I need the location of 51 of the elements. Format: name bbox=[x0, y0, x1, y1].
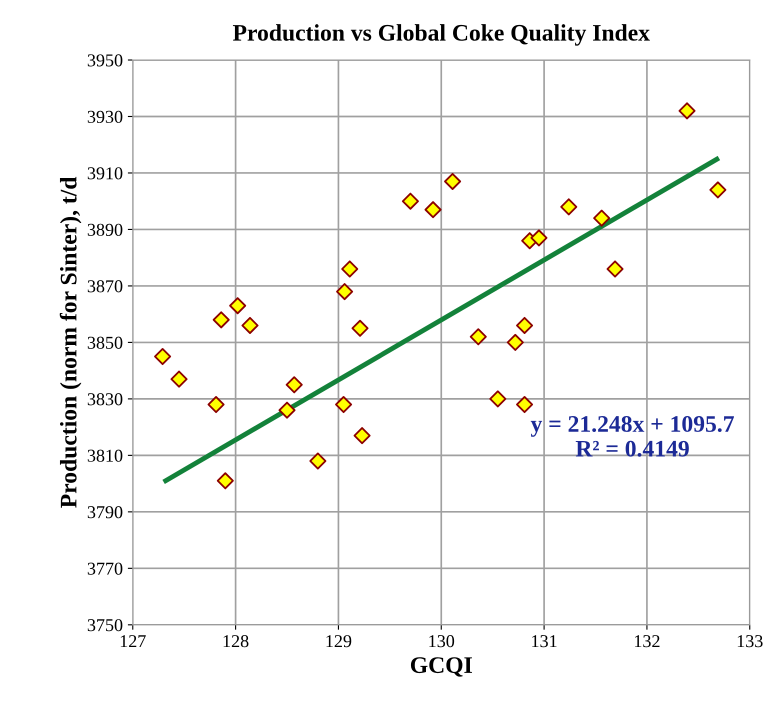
y-tick-label: 3930 bbox=[88, 110, 122, 123]
point bbox=[593, 210, 610, 227]
annotation: y = 21.248x + 1095.7 R² = 0.4149 bbox=[530, 416, 734, 457]
point bbox=[489, 390, 506, 408]
y-tick-label: 3910 bbox=[88, 167, 122, 180]
point bbox=[444, 172, 462, 190]
point bbox=[335, 396, 352, 414]
point bbox=[606, 260, 624, 278]
point bbox=[309, 452, 326, 470]
point bbox=[208, 396, 225, 414]
point bbox=[354, 427, 371, 444]
y-tick-label: 3890 bbox=[88, 224, 122, 236]
y-axis-title: Production (norm for Sinter), t/d bbox=[60, 176, 82, 508]
point bbox=[229, 297, 246, 314]
point bbox=[286, 376, 303, 394]
y-tick-label: 3790 bbox=[88, 506, 122, 518]
y-tick-label: 3810 bbox=[88, 450, 122, 462]
x-tick-label: 131 bbox=[532, 635, 557, 648]
y-tick-label: 3830 bbox=[88, 393, 122, 406]
chart-title: Production vs Global Coke Quality Index bbox=[232, 24, 650, 46]
y-tick-label: 3870 bbox=[88, 280, 122, 292]
x-tick-label: 130 bbox=[429, 635, 454, 648]
point bbox=[216, 472, 234, 490]
x-tick-label: 129 bbox=[326, 635, 352, 648]
point bbox=[170, 370, 188, 388]
point bbox=[470, 328, 487, 346]
point bbox=[352, 320, 369, 337]
y-tick-label: 3950 bbox=[88, 54, 122, 66]
point bbox=[278, 402, 296, 419]
y-tick-label: 3850 bbox=[88, 336, 122, 349]
point bbox=[424, 201, 442, 218]
point bbox=[560, 198, 578, 216]
point bbox=[506, 334, 524, 351]
point bbox=[212, 311, 230, 328]
point bbox=[241, 316, 259, 334]
point bbox=[516, 396, 534, 414]
point bbox=[402, 192, 419, 210]
x-axis-title: GCQI bbox=[410, 657, 472, 677]
point bbox=[154, 348, 172, 366]
y-tick-label: 3750 bbox=[88, 619, 122, 632]
x-tick-label: 132 bbox=[634, 635, 660, 648]
point bbox=[341, 260, 358, 278]
point bbox=[709, 181, 726, 198]
point bbox=[530, 229, 548, 246]
point bbox=[516, 316, 534, 334]
point bbox=[336, 283, 354, 300]
x-tick-label: 127 bbox=[120, 635, 146, 648]
y-tick-label: 3770 bbox=[88, 562, 122, 575]
point bbox=[678, 102, 696, 120]
x-tick-label: 133 bbox=[738, 635, 763, 648]
x-tick-label: 128 bbox=[224, 635, 248, 648]
